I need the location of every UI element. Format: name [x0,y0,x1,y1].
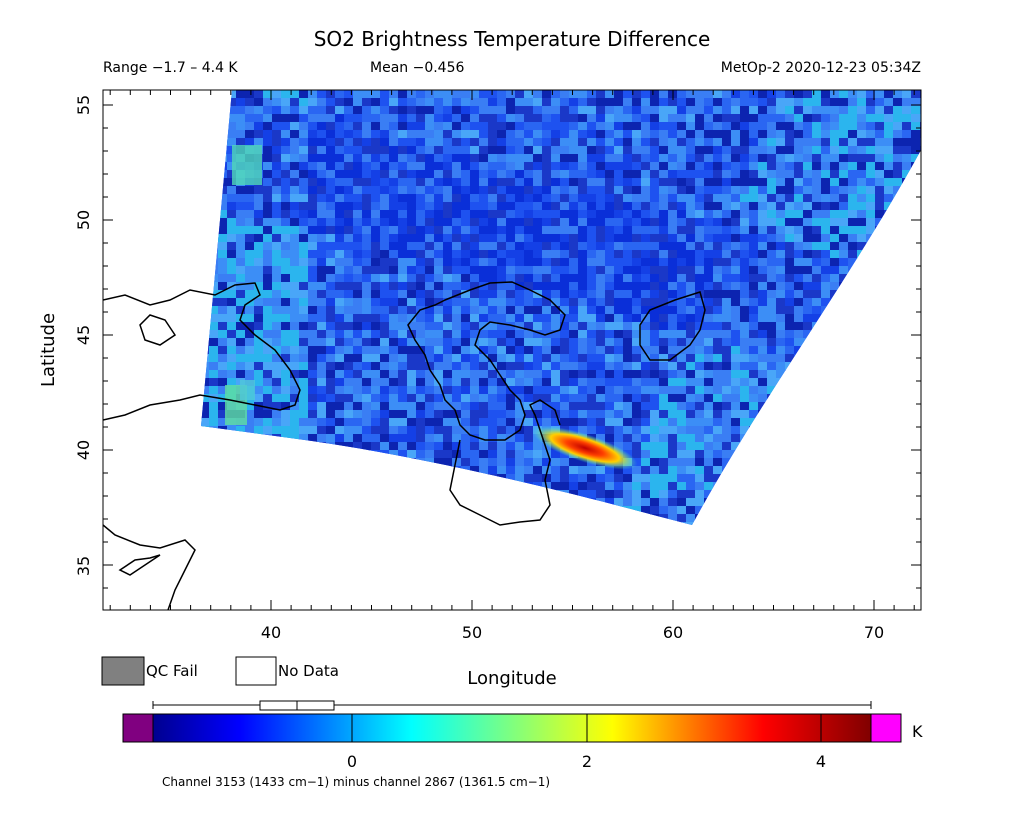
colorbar-unit: K [912,722,923,741]
cyprus-outline [118,554,161,576]
qc-fail-label: QC Fail [146,662,198,680]
y-tick-labels: 35 40 45 50 55 [74,95,93,576]
x-tick-labels: 40 50 60 70 [261,623,884,642]
y-tick-55: 55 [74,95,93,115]
x-tick-70: 70 [864,623,884,642]
y-tick-50: 50 [74,210,93,230]
colorbar-under [122,713,154,743]
black-sea-outline [103,282,301,421]
x-axis-label: Longitude [467,668,557,689]
legend: QC Fail No Data [101,656,339,686]
x-tick-60: 60 [663,623,683,642]
caspian-sea-outline [407,281,566,441]
colorbar-tick-0: 0 [347,752,357,771]
so2-plume [532,426,638,470]
colorbar-gradient [152,713,872,743]
colorbar-over [870,713,902,743]
colorbar: K 0 2 4 Channel 3153 (1433 cm−1) minus c… [122,713,923,789]
y-tick-45: 45 [74,325,93,345]
aral-sea-outline [639,291,706,361]
crimea-outline [139,314,177,346]
colorbar-tick-4: 4 [816,752,826,771]
no-data-label: No Data [278,662,339,680]
channel-footnote: Channel 3153 (1433 cm−1) minus channel 2… [162,775,550,789]
coastlines [103,281,706,610]
south-caspian-coast [449,399,561,526]
y-axis-label: Latitude [38,313,59,387]
range-label: Range −1.7 – 4.4 K [103,60,238,76]
no-data-swatch [235,656,277,686]
x-tick-40: 40 [261,623,281,642]
y-tick-40: 40 [74,440,93,460]
mediterranean-coast [103,524,196,610]
chart-title: SO2 Brightness Temperature Difference [314,27,711,51]
colorbar-tick-2: 2 [582,752,592,771]
mean-label: Mean −0.456 [370,60,464,76]
y-tick-35: 35 [74,556,93,576]
source-label: MetOp-2 2020-12-23 05:34Z [721,60,921,76]
x-tick-50: 50 [462,623,482,642]
qc-fail-swatch [101,656,145,686]
distribution-boxplot [152,700,872,711]
